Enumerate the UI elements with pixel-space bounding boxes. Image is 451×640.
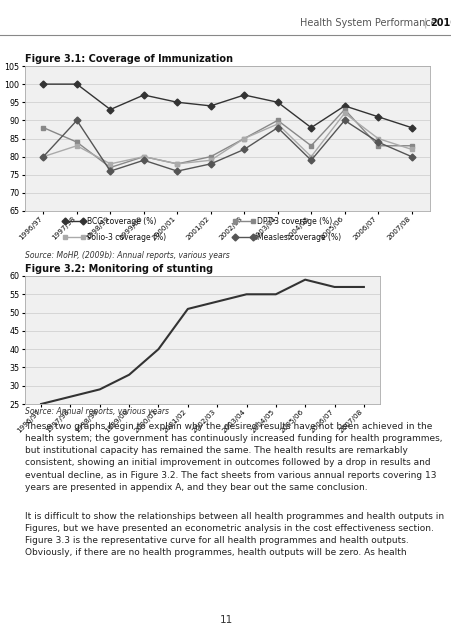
Text: Figure 3.2: Monitoring of stunting: Figure 3.2: Monitoring of stunting bbox=[25, 264, 213, 274]
BCG coverage (%) bbox=[207, 102, 213, 109]
Polio-3 coverage (%) bbox=[408, 145, 414, 153]
Polio-3 coverage (%) bbox=[74, 142, 79, 150]
BCG coverage (%) bbox=[408, 124, 414, 131]
Text: Source: MoHP, (2009b): Annual reports, various years: Source: MoHP, (2009b): Annual reports, v… bbox=[25, 250, 229, 259]
Measles coverage (%) bbox=[408, 153, 414, 161]
Measles coverage (%) bbox=[241, 145, 246, 153]
Text: 11: 11 bbox=[219, 615, 232, 625]
Line: DPT-3 coverage (%): DPT-3 coverage (%) bbox=[41, 107, 413, 170]
BCG coverage (%) bbox=[141, 91, 146, 99]
Measles coverage (%) bbox=[308, 156, 313, 164]
Text: Figure 3.1: Coverage of Immunization: Figure 3.1: Coverage of Immunization bbox=[25, 54, 232, 64]
Text: |: | bbox=[420, 18, 429, 28]
BCG coverage (%) bbox=[341, 102, 346, 109]
DPT-3 coverage (%) bbox=[207, 153, 213, 161]
Measles coverage (%) bbox=[375, 138, 380, 146]
DPT-3 coverage (%) bbox=[107, 164, 113, 172]
Text: It is difficult to show the relationships between all health programmes and heal: It is difficult to show the relationship… bbox=[25, 512, 443, 557]
Measles coverage (%) bbox=[74, 116, 79, 124]
Polio-3 coverage (%) bbox=[308, 153, 313, 161]
BCG coverage (%) bbox=[107, 106, 113, 113]
DPT-3 coverage (%) bbox=[141, 153, 146, 161]
BCG coverage (%) bbox=[375, 113, 380, 120]
DPT-3 coverage (%) bbox=[308, 142, 313, 150]
DPT-3 coverage (%) bbox=[241, 134, 246, 142]
Polio-3 coverage (%) bbox=[41, 153, 46, 161]
Measles coverage (%) bbox=[174, 167, 179, 175]
BCG coverage (%) bbox=[308, 124, 313, 131]
Text: Health System Performance: Health System Performance bbox=[299, 18, 436, 28]
Text: These two graphs begin to explain why the desired results have not been achieved: These two graphs begin to explain why th… bbox=[25, 422, 442, 492]
Line: Polio-3 coverage (%): Polio-3 coverage (%) bbox=[41, 111, 413, 166]
DPT-3 coverage (%) bbox=[41, 124, 46, 131]
DPT-3 coverage (%) bbox=[274, 116, 280, 124]
Polio-3 coverage (%) bbox=[375, 134, 380, 142]
DPT-3 coverage (%) bbox=[408, 142, 414, 150]
BCG coverage (%) bbox=[174, 99, 179, 106]
DPT-3 coverage (%) bbox=[341, 106, 346, 113]
Polio-3 coverage (%) bbox=[107, 160, 113, 168]
Text: BCG coverage (%): BCG coverage (%) bbox=[87, 216, 156, 225]
Text: Source: Annual reports, various years: Source: Annual reports, various years bbox=[25, 408, 169, 417]
Text: 2010: 2010 bbox=[429, 18, 451, 28]
Polio-3 coverage (%) bbox=[207, 156, 213, 164]
Measles coverage (%) bbox=[207, 160, 213, 168]
BCG coverage (%) bbox=[274, 99, 280, 106]
Measles coverage (%) bbox=[107, 167, 113, 175]
Line: Measles coverage (%): Measles coverage (%) bbox=[41, 118, 413, 173]
Text: DPT-3 coverage (%): DPT-3 coverage (%) bbox=[257, 216, 331, 225]
Measles coverage (%) bbox=[274, 124, 280, 131]
BCG coverage (%) bbox=[74, 80, 79, 88]
Polio-3 coverage (%) bbox=[174, 160, 179, 168]
Text: Measles coverage (%): Measles coverage (%) bbox=[257, 232, 341, 241]
Measles coverage (%) bbox=[41, 153, 46, 161]
Measles coverage (%) bbox=[141, 156, 146, 164]
DPT-3 coverage (%) bbox=[375, 142, 380, 150]
Polio-3 coverage (%) bbox=[141, 153, 146, 161]
DPT-3 coverage (%) bbox=[74, 138, 79, 146]
Text: Polio-3 coverage (%): Polio-3 coverage (%) bbox=[87, 232, 166, 241]
Polio-3 coverage (%) bbox=[274, 120, 280, 128]
Polio-3 coverage (%) bbox=[241, 134, 246, 142]
BCG coverage (%) bbox=[241, 91, 246, 99]
BCG coverage (%) bbox=[41, 80, 46, 88]
Line: BCG coverage (%): BCG coverage (%) bbox=[41, 82, 413, 130]
Polio-3 coverage (%) bbox=[341, 109, 346, 117]
DPT-3 coverage (%) bbox=[174, 160, 179, 168]
Measles coverage (%) bbox=[341, 116, 346, 124]
